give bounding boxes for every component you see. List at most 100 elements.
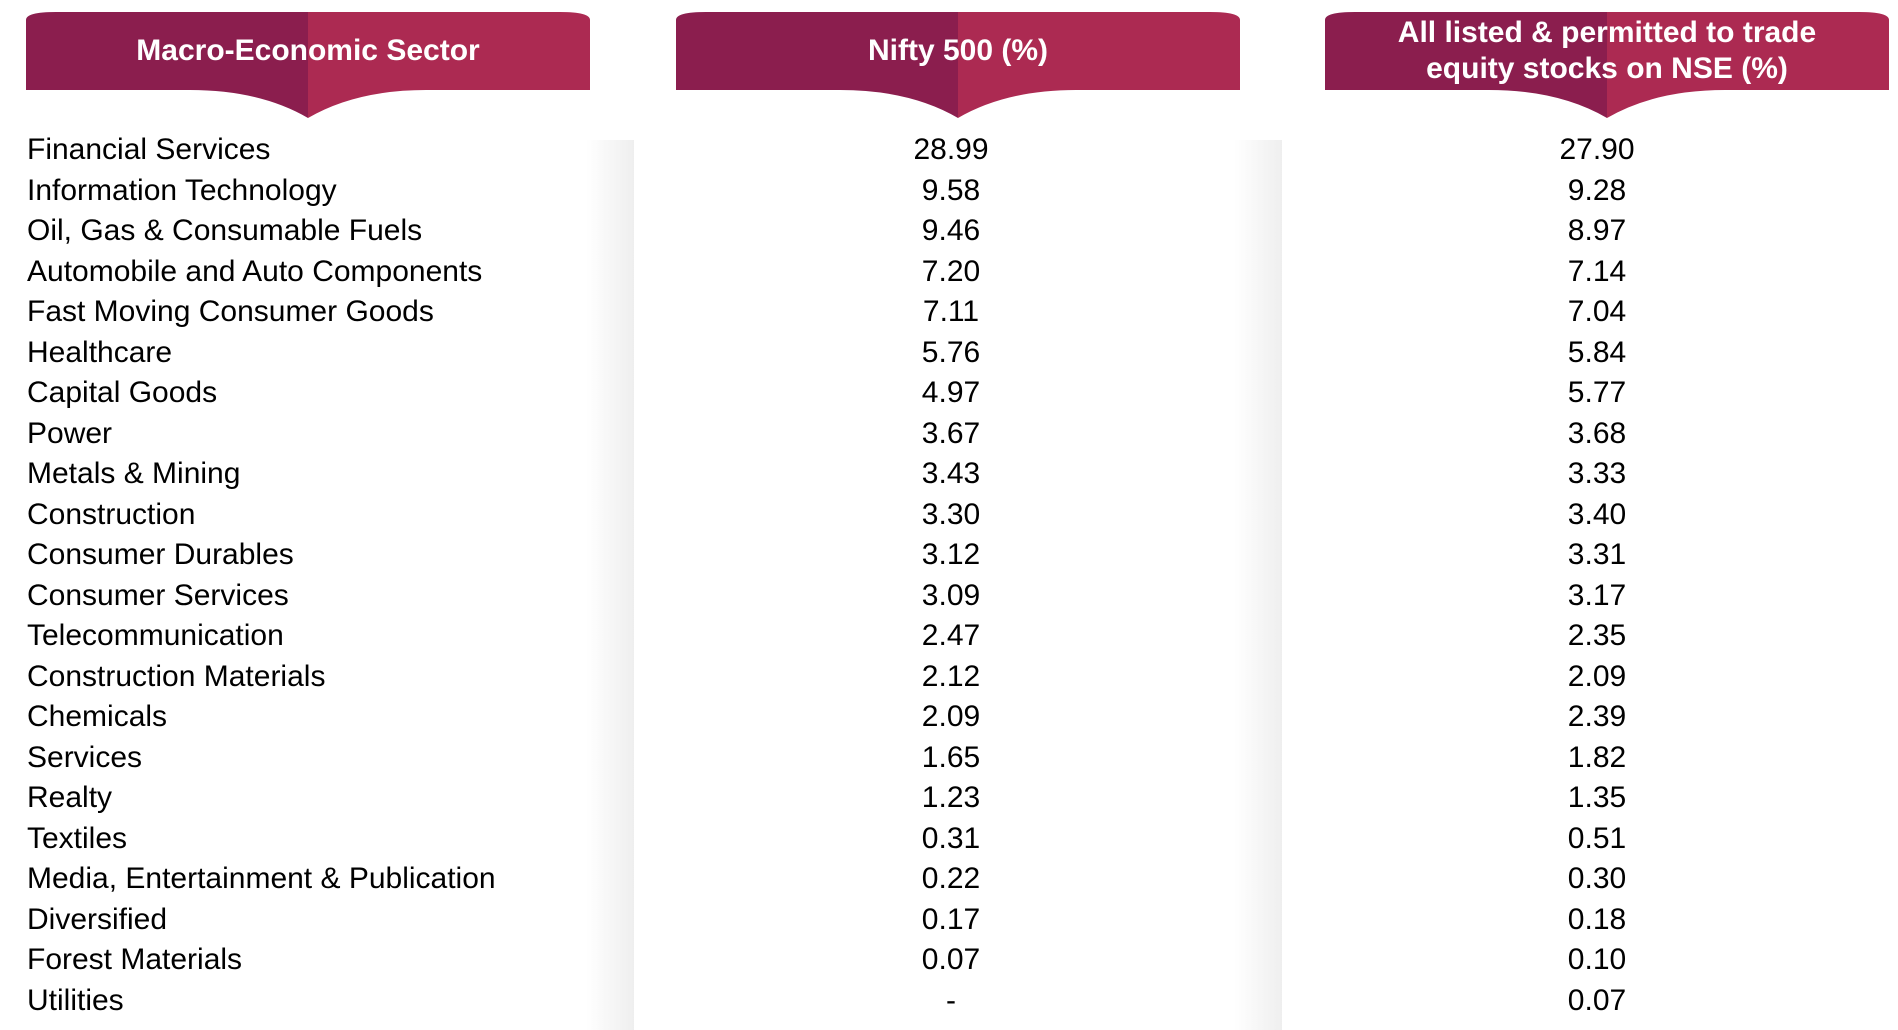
nifty500-value-cell: 2.47 <box>921 619 981 652</box>
all-listed-value-cell: 0.07 <box>1567 983 1627 1017</box>
all-listed-value-cell: 27.90 <box>1559 133 1635 166</box>
column-divider-shadow <box>586 140 634 1030</box>
sector-cell: Realty <box>27 781 113 814</box>
table-row: Metals & Mining 3.43 3.33 <box>0 454 1898 495</box>
nifty500-value-cell: 3.67 <box>921 416 981 450</box>
header-all-listed-label: All listed & permitted to trade equity s… <box>1325 12 1889 90</box>
nifty500-value-cell: 0.31 <box>921 821 981 855</box>
nifty500-value-cell: 3.12 <box>921 538 981 571</box>
sector-cell: Consumer Durables <box>27 538 294 571</box>
sector-cell: Automobile and Auto Components <box>27 254 483 288</box>
sector-cell: Fast Moving Consumer Goods <box>27 295 434 328</box>
all-listed-value-cell: 3.33 <box>1567 457 1627 490</box>
all-listed-value-cell: 0.51 <box>1567 821 1627 855</box>
all-listed-value-cell: 8.97 <box>1567 214 1627 247</box>
nifty500-value-cell: 1.65 <box>921 740 981 774</box>
header-macro-economic-sector: Macro-Economic Sector <box>26 12 590 120</box>
header-nifty-500: Nifty 500 (%) <box>676 12 1240 120</box>
nifty500-value-cell: 3.30 <box>921 497 981 531</box>
table-row: Fast Moving Consumer Goods 7.11 7.04 <box>0 292 1898 333</box>
all-listed-value-cell: 0.10 <box>1567 943 1627 976</box>
header-all-listed: All listed & permitted to trade equity s… <box>1325 12 1889 120</box>
all-listed-value-cell: 3.40 <box>1567 497 1627 531</box>
table-row: Realty 1.23 1.35 <box>0 778 1898 819</box>
table-row: Information Technology 9.58 9.28 <box>0 171 1898 212</box>
header-all-listed-line1: All listed & permitted to trade <box>1397 16 1817 49</box>
nifty500-value-cell: 3.09 <box>921 578 981 612</box>
sector-cell: Power <box>27 416 113 450</box>
table-row: Diversified 0.17 0.18 <box>0 900 1898 941</box>
all-listed-value-cell: 2.35 <box>1567 619 1627 652</box>
sector-cell: Chemicals <box>27 700 168 733</box>
table-row: Capital Goods 4.97 5.77 <box>0 373 1898 414</box>
nifty500-value-cell: 1.23 <box>921 781 981 814</box>
nifty500-value-cell: 2.09 <box>921 700 981 733</box>
all-listed-value-cell: 5.77 <box>1567 376 1627 409</box>
nifty500-value-cell: 7.11 <box>922 295 980 328</box>
header-sector-label: Macro-Economic Sector <box>136 34 480 67</box>
sector-cell: Media, Entertainment & Publication <box>27 862 496 895</box>
all-listed-value-cell: 0.18 <box>1567 902 1627 936</box>
all-listed-value-cell: 3.17 <box>1567 578 1627 612</box>
all-listed-value-cell: 7.14 <box>1567 254 1627 288</box>
all-listed-value-cell: 3.68 <box>1567 416 1627 450</box>
sector-cell: Utilities <box>27 983 124 1017</box>
table-row: Financial Services 28.99 27.90 <box>0 130 1898 171</box>
all-listed-value-cell: 2.39 <box>1567 700 1627 733</box>
table-row: Oil, Gas & Consumable Fuels 9.46 8.97 <box>0 211 1898 252</box>
table-row: Services 1.65 1.82 <box>0 738 1898 779</box>
sector-cell: Construction Materials <box>27 659 326 693</box>
sector-cell: Services <box>27 740 143 774</box>
nifty500-value-cell: 7.20 <box>921 254 981 288</box>
table-body: Financial Services 28.99 27.90 Information … <box>0 130 1898 1021</box>
all-listed-value-cell: 1.82 <box>1567 740 1627 774</box>
all-listed-value-cell: 0.30 <box>1567 862 1627 895</box>
sector-cell: Metals & Mining <box>27 457 241 490</box>
sector-cell: Financial Services <box>27 133 271 166</box>
table-row: Forest Materials 0.07 0.10 <box>0 940 1898 981</box>
header-nifty500-label: Nifty 500 (%) <box>867 34 1049 67</box>
header-banner-shape <box>1325 12 1889 118</box>
nifty500-value-cell: 4.97 <box>921 376 981 409</box>
sector-cell: Information Technology <box>27 173 337 207</box>
sector-cell: Forest Materials <box>27 943 243 976</box>
table-row: Telecommunication 2.47 2.35 <box>0 616 1898 657</box>
sector-cell: Telecommunication <box>27 619 284 652</box>
nifty500-value-cell: 2.12 <box>921 659 981 693</box>
header-banner-shape <box>676 12 1240 118</box>
table-row: Automobile and Auto Components 7.20 7.14 <box>0 252 1898 293</box>
sector-cell: Consumer Services <box>27 578 289 612</box>
header-all-listed-line2: equity stocks on NSE (%) <box>1426 52 1788 85</box>
all-listed-value-cell: 9.28 <box>1567 173 1627 207</box>
all-listed-value-cell: 1.35 <box>1567 781 1627 814</box>
table-row: Chemicals 2.09 2.39 <box>0 697 1898 738</box>
all-listed-value-cell: 7.04 <box>1567 295 1627 328</box>
table-row: Media, Entertainment & Publication 0.22 0.… <box>0 859 1898 900</box>
nifty500-value-cell: 0.22 <box>921 862 981 895</box>
all-listed-value-cell: 3.31 <box>1567 538 1627 571</box>
table-row: Consumer Services 3.09 3.17 <box>0 576 1898 617</box>
table-row: Construction 3.30 3.40 <box>0 495 1898 536</box>
nifty500-value-cell: 5.76 <box>921 335 981 369</box>
table-row: Healthcare 5.76 5.84 <box>0 333 1898 374</box>
table-row: Consumer Durables 3.12 3.31 <box>0 535 1898 576</box>
nifty500-value-cell: 3.43 <box>921 457 981 490</box>
table-row: Utilities - 0.07 <box>0 981 1898 1022</box>
nifty500-value-cell: 9.58 <box>921 173 981 207</box>
nifty500-value-cell: 0.07 <box>921 943 981 976</box>
table-row: Textiles 0.31 0.51 <box>0 819 1898 860</box>
table-row: Construction Materials 2.12 2.09 <box>0 657 1898 698</box>
sector-cell: Healthcare <box>27 335 173 369</box>
nifty500-value-cell: 0.17 <box>921 902 981 936</box>
nifty500-value-cell: - <box>946 983 956 1017</box>
table-row: Power 3.67 3.68 <box>0 414 1898 455</box>
sector-cell: Oil, Gas & Consumable Fuels <box>27 214 423 247</box>
nifty500-value-cell: 28.99 <box>913 133 989 166</box>
sector-cell: Diversified <box>27 902 168 936</box>
column-divider-shadow <box>1234 140 1282 1030</box>
sector-cell: Construction <box>27 497 196 531</box>
all-listed-value-cell: 5.84 <box>1567 335 1627 369</box>
sector-cell: Textiles <box>27 821 128 855</box>
all-listed-value-cell: 2.09 <box>1567 659 1627 693</box>
sector-cell: Capital Goods <box>27 376 218 409</box>
